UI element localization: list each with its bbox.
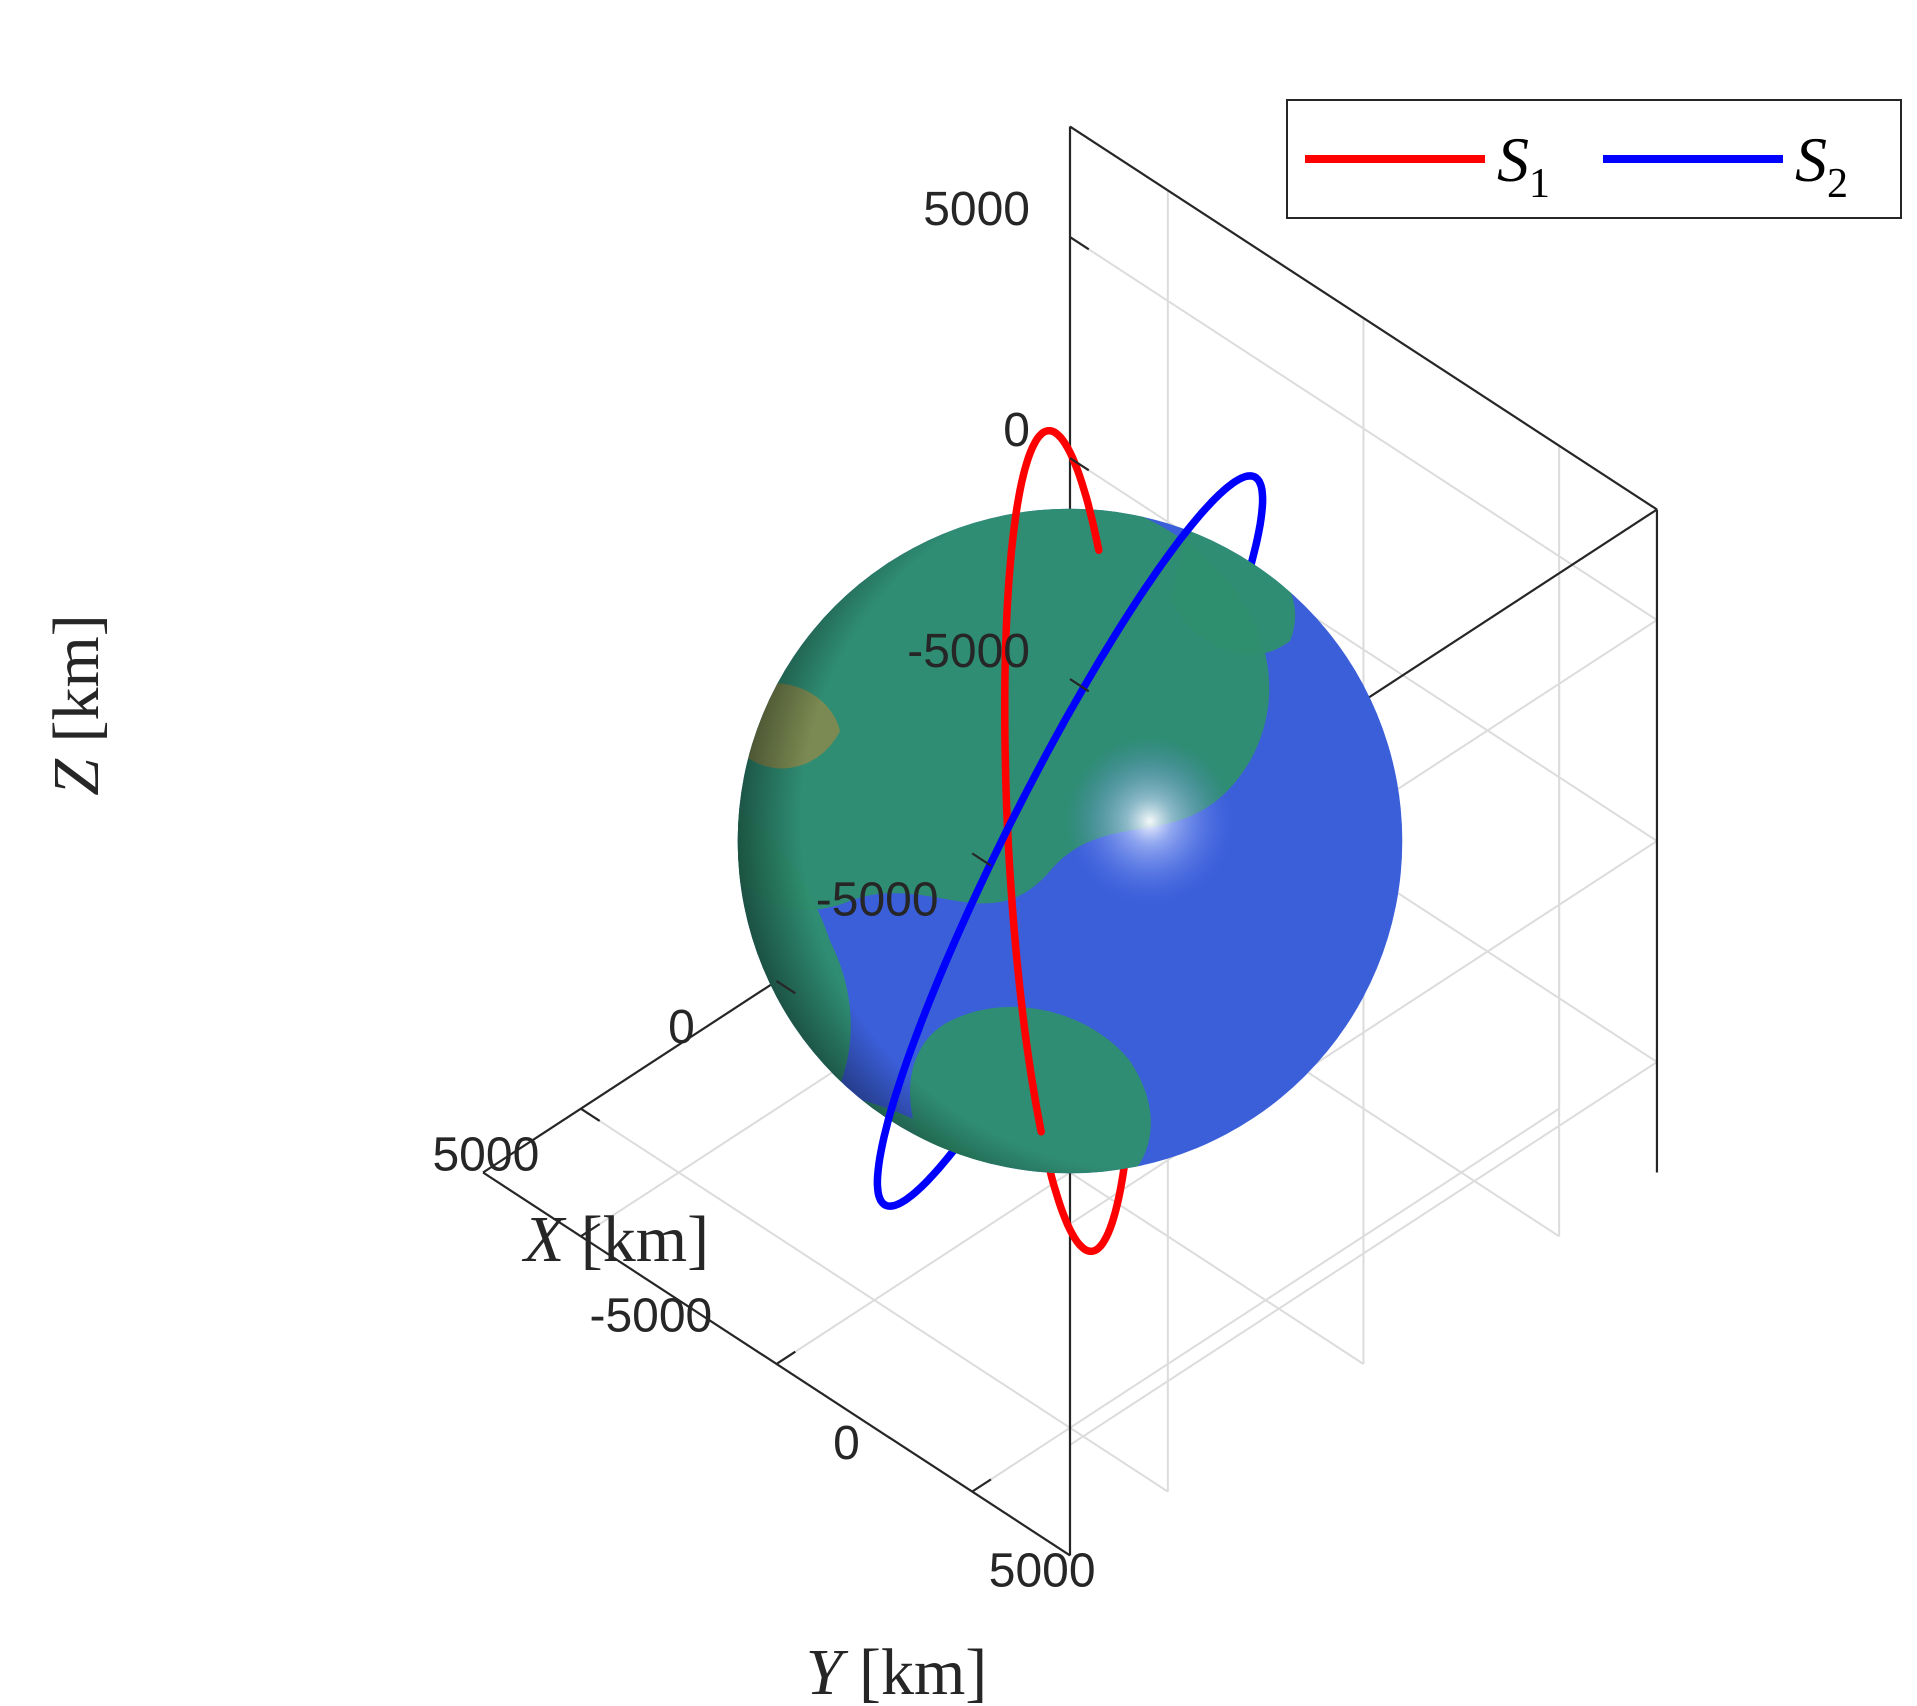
orbit-line-s1 — [1031, 1096, 1045, 1136]
tick-labels: -5000 0 5000 -5000 0 5000 5000 0 -5000 — [432, 183, 1095, 1598]
z-tick-label: 0 — [1003, 404, 1030, 457]
orbit-front-segments — [873, 426, 1252, 1210]
z-tick — [1069, 678, 1090, 693]
grid-line — [1069, 236, 1658, 621]
x-tick-label: 0 — [668, 1001, 695, 1054]
orbit-line-s2 — [873, 1072, 906, 1210]
earth-shading — [737, 508, 1403, 1174]
x-tick-label: -5000 — [816, 873, 939, 926]
legend-label-s2: S2 — [1795, 124, 1848, 207]
axes-edge — [1069, 125, 1658, 511]
legend: S1 S2 — [1286, 99, 1902, 219]
orbit-line-s1 — [1001, 426, 1103, 1104]
x-tick — [971, 852, 992, 867]
x-tick — [580, 1107, 601, 1122]
y-tick — [775, 1350, 796, 1365]
y-tick-label: 0 — [833, 1417, 860, 1470]
x-axis-label: X [km] — [521, 1203, 709, 1276]
x-tick-label: 5000 — [432, 1129, 539, 1182]
orbit-line-s2 — [897, 472, 1252, 1081]
y-tick-label: -5000 — [589, 1289, 712, 1342]
z-tick — [1069, 457, 1090, 472]
y-tick-label: 5000 — [989, 1545, 1096, 1598]
z-tick — [1069, 236, 1090, 251]
x-tick — [775, 980, 796, 995]
y-axis-label: Y [km] — [806, 1636, 988, 1706]
y-tick — [971, 1478, 992, 1493]
legend-label-s1: S1 — [1497, 124, 1550, 207]
z-tick-label: 5000 — [923, 183, 1030, 236]
z-axis-label: Z [km] — [40, 614, 113, 796]
z-tick-label: -5000 — [907, 625, 1030, 678]
tick-marks — [580, 236, 1090, 1493]
y-tick — [580, 1223, 601, 1238]
